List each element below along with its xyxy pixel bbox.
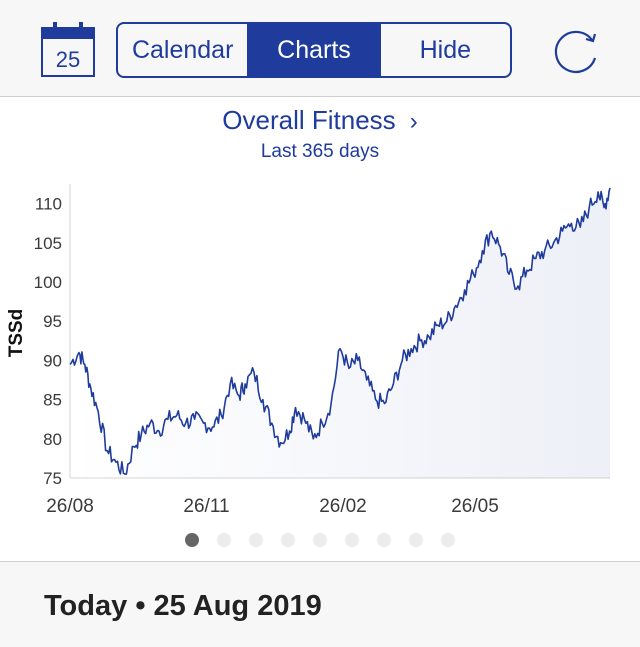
chevron-right-icon: › — [409, 108, 418, 135]
page-dot[interactable] — [249, 533, 263, 547]
top-toolbar: 25 Calendar Charts Hide — [0, 0, 640, 97]
segment-charts[interactable]: Charts — [249, 24, 381, 76]
chart-title-link[interactable]: Overall Fitness › — [0, 105, 640, 136]
refresh-icon[interactable] — [548, 26, 604, 76]
page-indicator — [0, 533, 640, 549]
y-tick-label: 90 — [43, 351, 62, 370]
chart-panel: Overall Fitness › Last 365 days 75 80 85 90 9… — [0, 97, 640, 562]
y-tick-label: 75 — [43, 469, 62, 488]
y-tick-label: 80 — [43, 430, 62, 449]
calendar-icon[interactable]: 25 — [40, 22, 96, 80]
chart-title: Overall Fitness — [222, 105, 396, 135]
today-date: 25 Aug 2019 — [153, 590, 322, 622]
page-dot[interactable] — [185, 533, 199, 547]
chart-subtitle: Last 365 days — [260, 141, 380, 162]
x-tick-label: 26/11 — [183, 496, 229, 517]
y-tick-label: 100 — [34, 273, 62, 292]
view-segmented-control: Calendar Charts Hide — [116, 22, 512, 78]
x-tick-label: 26/02 — [319, 496, 367, 517]
date-separator: • — [135, 590, 146, 622]
calendar-day-number: 25 — [55, 47, 81, 72]
segment-hide[interactable]: Hide — [419, 35, 472, 64]
y-tick-label: 105 — [34, 234, 62, 253]
today-label: Today — [44, 590, 128, 622]
fitness-chart[interactable]: 75 80 85 90 95 100 105 110 26/08 26/11 26/02 26/05 T… — [0, 177, 640, 533]
today-date-row: Today • 25 Aug 2019 — [44, 590, 322, 623]
segment-calendar[interactable]: Calendar — [118, 24, 250, 76]
y-axis-label: TSSd — [6, 309, 27, 358]
y-tick-label: 85 — [43, 391, 62, 410]
y-tick-label: 95 — [43, 312, 62, 331]
x-tick-label: 26/08 — [46, 496, 94, 517]
page-dot[interactable] — [313, 533, 327, 547]
y-tick-label: 110 — [35, 195, 62, 214]
page-dot[interactable] — [409, 533, 423, 547]
page-dot[interactable] — [441, 533, 455, 547]
x-tick-label: 26/05 — [451, 496, 499, 517]
series-line — [69, 187, 611, 475]
page-dot[interactable] — [281, 533, 295, 547]
page-dot[interactable] — [377, 533, 391, 547]
page-dot[interactable] — [345, 533, 359, 547]
series-area — [70, 188, 610, 478]
page-dot[interactable] — [217, 533, 231, 547]
